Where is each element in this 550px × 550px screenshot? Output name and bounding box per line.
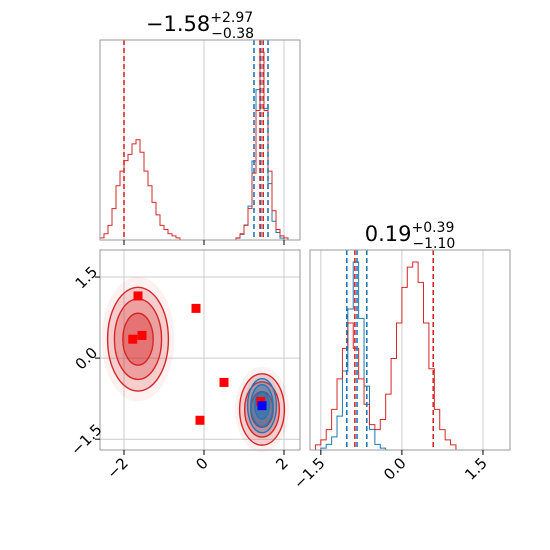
y-marginal-histogram-1 xyxy=(314,261,457,450)
joint-ticks xyxy=(95,276,285,455)
x-marginal-quantile-lines xyxy=(123,40,269,240)
y-marginal-histogram-0 xyxy=(320,261,387,450)
joint-marker-2 xyxy=(137,330,147,340)
joint-marker-0 xyxy=(133,291,143,301)
joint-marker-7 xyxy=(257,401,267,411)
y-marginal-title-minus: −1.10 xyxy=(412,236,455,252)
joint-markers xyxy=(128,291,267,425)
y-marginal-ticks xyxy=(320,450,484,455)
y-marginal-frame xyxy=(309,249,511,451)
x-marginal-title-median: −1.58 xyxy=(146,12,210,36)
x-marginal-title-plus: +2.97 xyxy=(210,10,253,26)
y-marginal-title-median: 0.19 xyxy=(365,222,412,246)
x-marginal-frame xyxy=(99,39,301,241)
y-marginal-title-plus: +0.39 xyxy=(411,220,454,236)
x-marginal-title: −1.58+2.97 −0.38 xyxy=(146,10,254,42)
joint-marker-1 xyxy=(191,303,201,313)
y-marginal-quantile-lines xyxy=(345,250,435,450)
x-marginal-panel: −1.58+2.97 −0.38 xyxy=(99,10,301,245)
y-marginal-histograms xyxy=(314,261,457,450)
joint-marker-5 xyxy=(195,415,205,425)
joint-marker-3 xyxy=(128,334,138,344)
y-marginal-title: 0.19+0.39 −1.10 xyxy=(365,220,456,252)
joint-frame xyxy=(99,249,301,451)
x-marginal-title-minus: −0.38 xyxy=(211,26,254,42)
x-marginal-ticks xyxy=(123,240,285,245)
y-marginal-grid xyxy=(320,250,484,450)
joint-marker-4 xyxy=(219,377,229,387)
